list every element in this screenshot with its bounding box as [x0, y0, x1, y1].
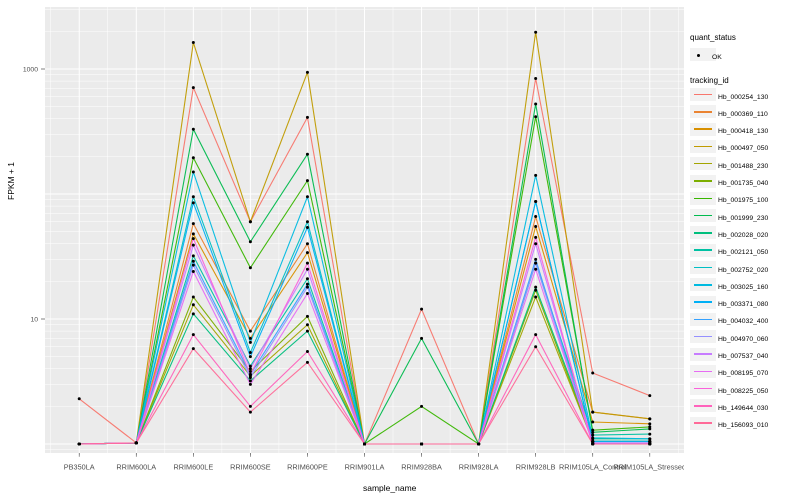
svg-text:RRIM928LB: RRIM928LB — [516, 463, 556, 472]
svg-text:RRIM600PE: RRIM600PE — [287, 463, 328, 472]
svg-text:10: 10 — [30, 316, 38, 323]
svg-text:RRIM105LA_Stressed: RRIM105LA_Stressed — [613, 463, 684, 472]
svg-text:RRIM901LA: RRIM901LA — [345, 463, 385, 472]
svg-text:RRIM928LA: RRIM928LA — [459, 463, 499, 472]
svg-text:RRIM928BA: RRIM928BA — [401, 463, 442, 472]
svg-text:RRIM600SE: RRIM600SE — [230, 463, 271, 472]
svg-text:RRIM600LE: RRIM600LE — [173, 463, 213, 472]
svg-text:1000: 1000 — [23, 66, 38, 73]
svg-text:RRIM600LA: RRIM600LA — [116, 463, 156, 472]
svg-text:PB350LA: PB350LA — [64, 463, 95, 472]
